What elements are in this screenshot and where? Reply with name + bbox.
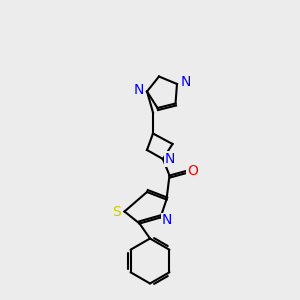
Text: S: S [112, 205, 122, 218]
Text: N: N [162, 214, 172, 227]
Text: N: N [134, 83, 144, 97]
Text: N: N [164, 152, 175, 166]
Text: O: O [187, 164, 198, 178]
Text: N: N [180, 76, 190, 89]
